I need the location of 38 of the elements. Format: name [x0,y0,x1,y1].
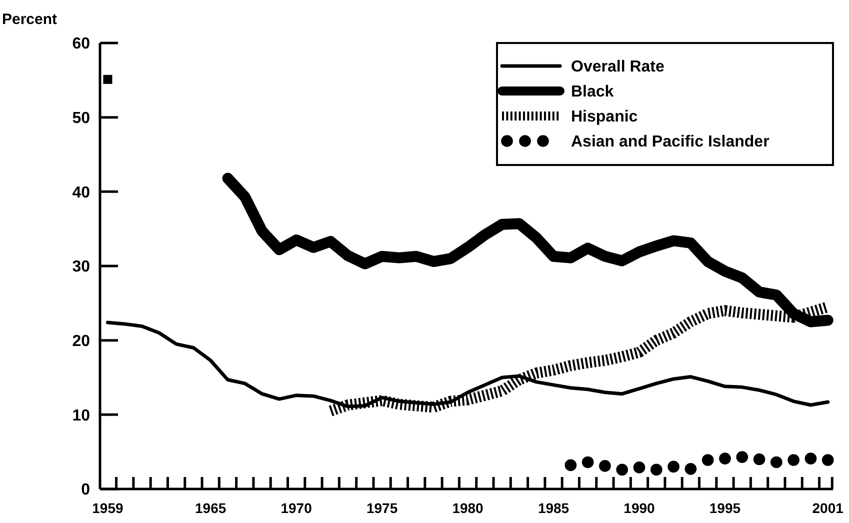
point [736,451,748,463]
legend-label: Overall Rate [571,58,664,76]
x-tick-label: 1965 [195,500,226,516]
x-tick-label: 1959 [92,500,124,516]
y-tick-label: 0 [81,482,90,499]
x-tick-label: 1990 [624,500,656,516]
point [633,462,646,474]
point [684,463,697,475]
x-tick-label: 1970 [280,500,312,516]
x-tick-label: 2001 [812,500,844,516]
x-tick-label: 1985 [538,500,570,516]
point [770,456,782,468]
point [103,74,112,84]
y-axis-title: Percent [2,11,58,28]
point [702,454,714,466]
point [582,456,594,468]
point [599,460,611,472]
legend-label: Hispanic [571,108,638,126]
point [788,454,800,466]
y-tick-label: 40 [72,184,90,202]
y-tick-label: 30 [72,258,90,276]
point [668,460,680,473]
y-tick-label: 20 [72,332,90,350]
point [719,452,731,464]
y-tick-label: 60 [72,36,90,53]
point [804,452,817,464]
legend-label: Black [571,84,614,101]
x-tick-label: 1980 [452,500,484,516]
x-tick-label: 1975 [366,500,398,516]
y-tick-label: 10 [72,407,90,424]
point [822,454,834,466]
legend-label: Asian and Pacific Islander [571,134,770,151]
x-tick-label: 1995 [709,500,741,516]
y-tick-label: 50 [72,110,90,127]
point [650,464,662,476]
point [564,459,577,472]
point [616,464,628,476]
point [753,453,766,466]
